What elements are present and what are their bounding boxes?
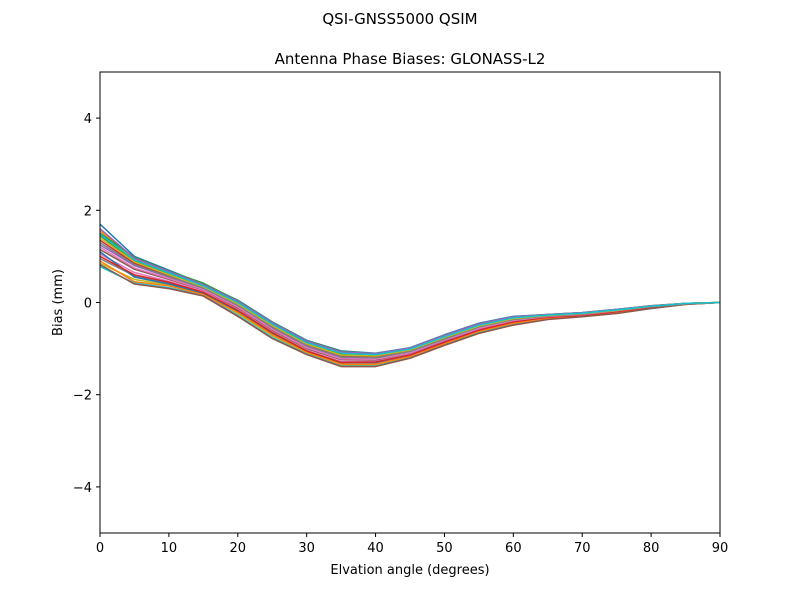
y-tick-label: 0 [84, 297, 92, 312]
y-tick-label: 4 [84, 112, 92, 127]
x-axis-label: Elvation angle (degrees) [330, 563, 489, 578]
x-tick-label: 50 [436, 541, 453, 556]
series-line-20 [100, 233, 720, 356]
y-tick-label: −4 [73, 481, 92, 496]
series-lines [100, 223, 720, 368]
x-tick-label: 40 [367, 541, 384, 556]
x-tick-label: 0 [96, 541, 104, 556]
x-tick-label: 10 [161, 541, 178, 556]
y-axis-label: Bias (mm) [51, 269, 66, 336]
x-tick-label: 80 [643, 541, 660, 556]
chart-title: Antenna Phase Biases: GLONASS-L2 [275, 50, 546, 68]
x-tick-label: 30 [298, 541, 315, 556]
y-axis-ticks: −4 −2 0 2 4 [73, 112, 100, 496]
series-line-16 [100, 264, 720, 368]
x-tick-label: 70 [574, 541, 591, 556]
y-tick-label: −2 [73, 389, 92, 404]
y-tick-label: 2 [84, 204, 92, 219]
x-tick-label: 60 [505, 541, 522, 556]
x-axis-ticks: 0 10 20 30 40 50 60 70 80 90 [96, 533, 728, 556]
x-tick-label: 90 [712, 541, 729, 556]
series-line-14 [100, 255, 720, 364]
x-tick-label: 20 [230, 541, 247, 556]
figure-suptitle: QSI-GNSS5000 QSIM [322, 10, 477, 28]
